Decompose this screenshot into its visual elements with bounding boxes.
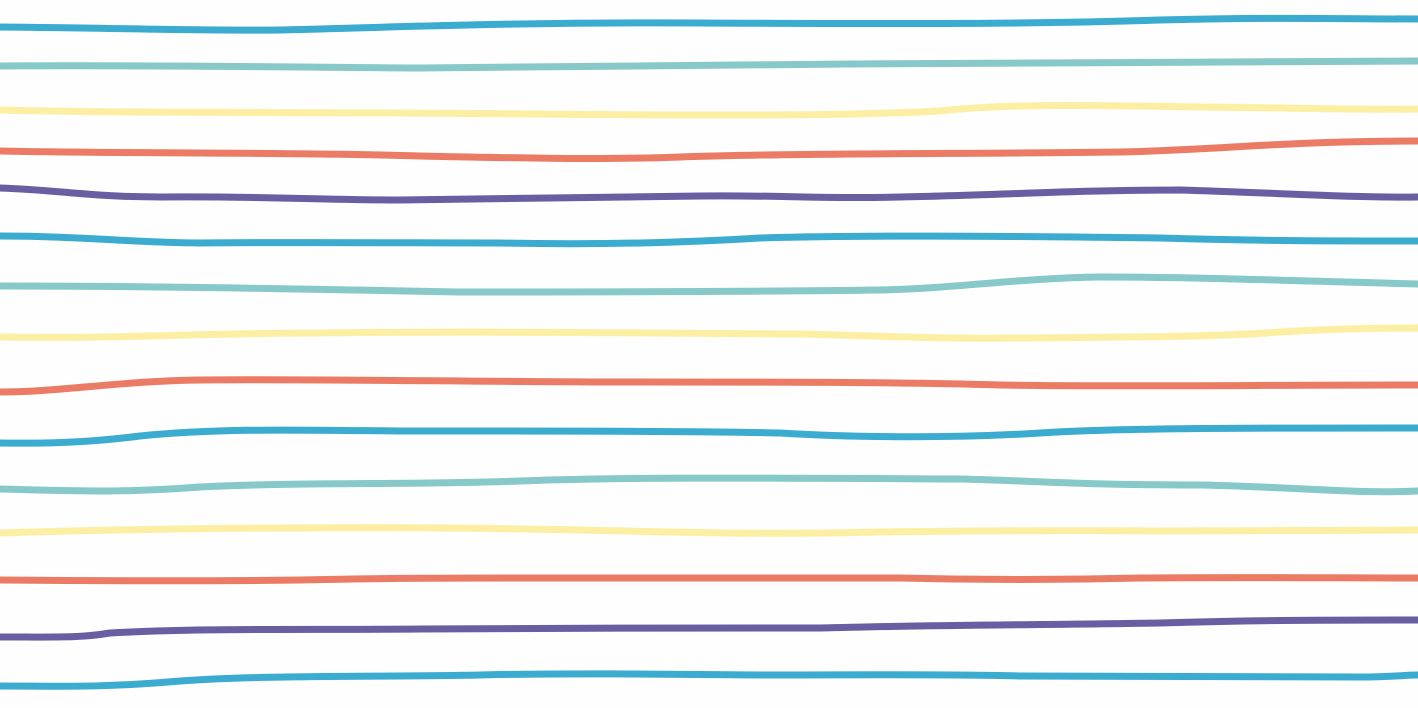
stripe-4 [0,137,1418,163]
stripe-14 [0,616,1418,641]
stripe-9 [0,376,1418,396]
stripe-11 [0,474,1418,496]
stripe-13 [0,574,1418,585]
stripe-8 [0,324,1418,342]
stripe-1 [0,14,1418,34]
stripe-3 [0,102,1418,119]
stripe-10 [0,424,1418,447]
stripe-5 [0,184,1418,204]
stripe-15 [0,670,1418,690]
stripe-7 [0,273,1418,296]
stripe-2 [0,57,1418,72]
stripe-6 [0,232,1418,248]
stripe-12 [0,524,1418,537]
